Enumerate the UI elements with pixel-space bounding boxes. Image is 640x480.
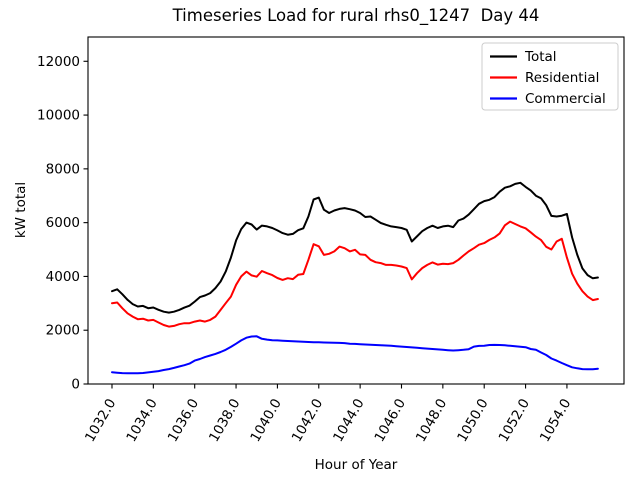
x-axis-label: Hour of Year — [314, 457, 398, 473]
y-tick-label: 0 — [71, 377, 80, 393]
x-tick-label: 1040.0 — [247, 396, 284, 445]
series-line-residential — [111, 220, 599, 328]
y-tick-label: 8000 — [46, 161, 80, 177]
series-line-total — [111, 181, 599, 314]
x-tick-label: 1046.0 — [371, 396, 408, 445]
y-tick-label: 12000 — [37, 54, 80, 70]
x-tick-label: 1038.0 — [206, 396, 243, 445]
y-tick-label: 2000 — [46, 323, 80, 339]
legend-box — [481, 42, 619, 111]
y-tick-label: 6000 — [46, 215, 80, 231]
y-tick-label: 10000 — [37, 108, 80, 124]
chart-title: Timeseries Load for rural rhs0_1247 Day … — [172, 6, 540, 25]
x-tick-label: 1050.0 — [454, 396, 491, 445]
x-tick-label: 1032.0 — [82, 396, 119, 445]
legend: Total Residential Commercial — [481, 42, 619, 111]
x-tick-label: 1042.0 — [289, 396, 326, 445]
x-tick-label: 1034.0 — [123, 396, 160, 445]
legend-label-total: Total — [524, 49, 557, 65]
x-tick-label: 1052.0 — [496, 396, 533, 445]
series-line-commercial — [111, 335, 599, 375]
x-tick-label: 1044.0 — [330, 396, 367, 445]
y-tick-label: 4000 — [46, 269, 80, 285]
legend-label-residential: Residential — [525, 70, 599, 86]
x-tick-label: 1054.0 — [537, 396, 574, 445]
x-tick-label: 1036.0 — [165, 396, 202, 445]
x-tick-label: 1048.0 — [413, 396, 450, 445]
legend-label-commercial: Commercial — [525, 91, 606, 107]
plot-border — [87, 36, 625, 385]
y-axis-label: kW total — [13, 181, 29, 239]
